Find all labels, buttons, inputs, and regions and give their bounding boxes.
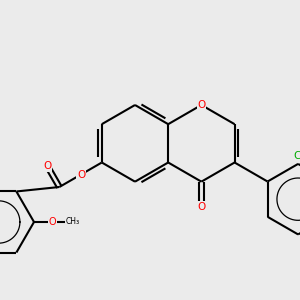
Text: O: O xyxy=(49,217,56,227)
Text: O: O xyxy=(77,169,85,179)
Text: Cl: Cl xyxy=(293,151,300,160)
Text: O: O xyxy=(197,100,206,110)
Text: CH₃: CH₃ xyxy=(65,218,80,226)
Text: O: O xyxy=(197,202,206,212)
Text: O: O xyxy=(43,161,52,171)
